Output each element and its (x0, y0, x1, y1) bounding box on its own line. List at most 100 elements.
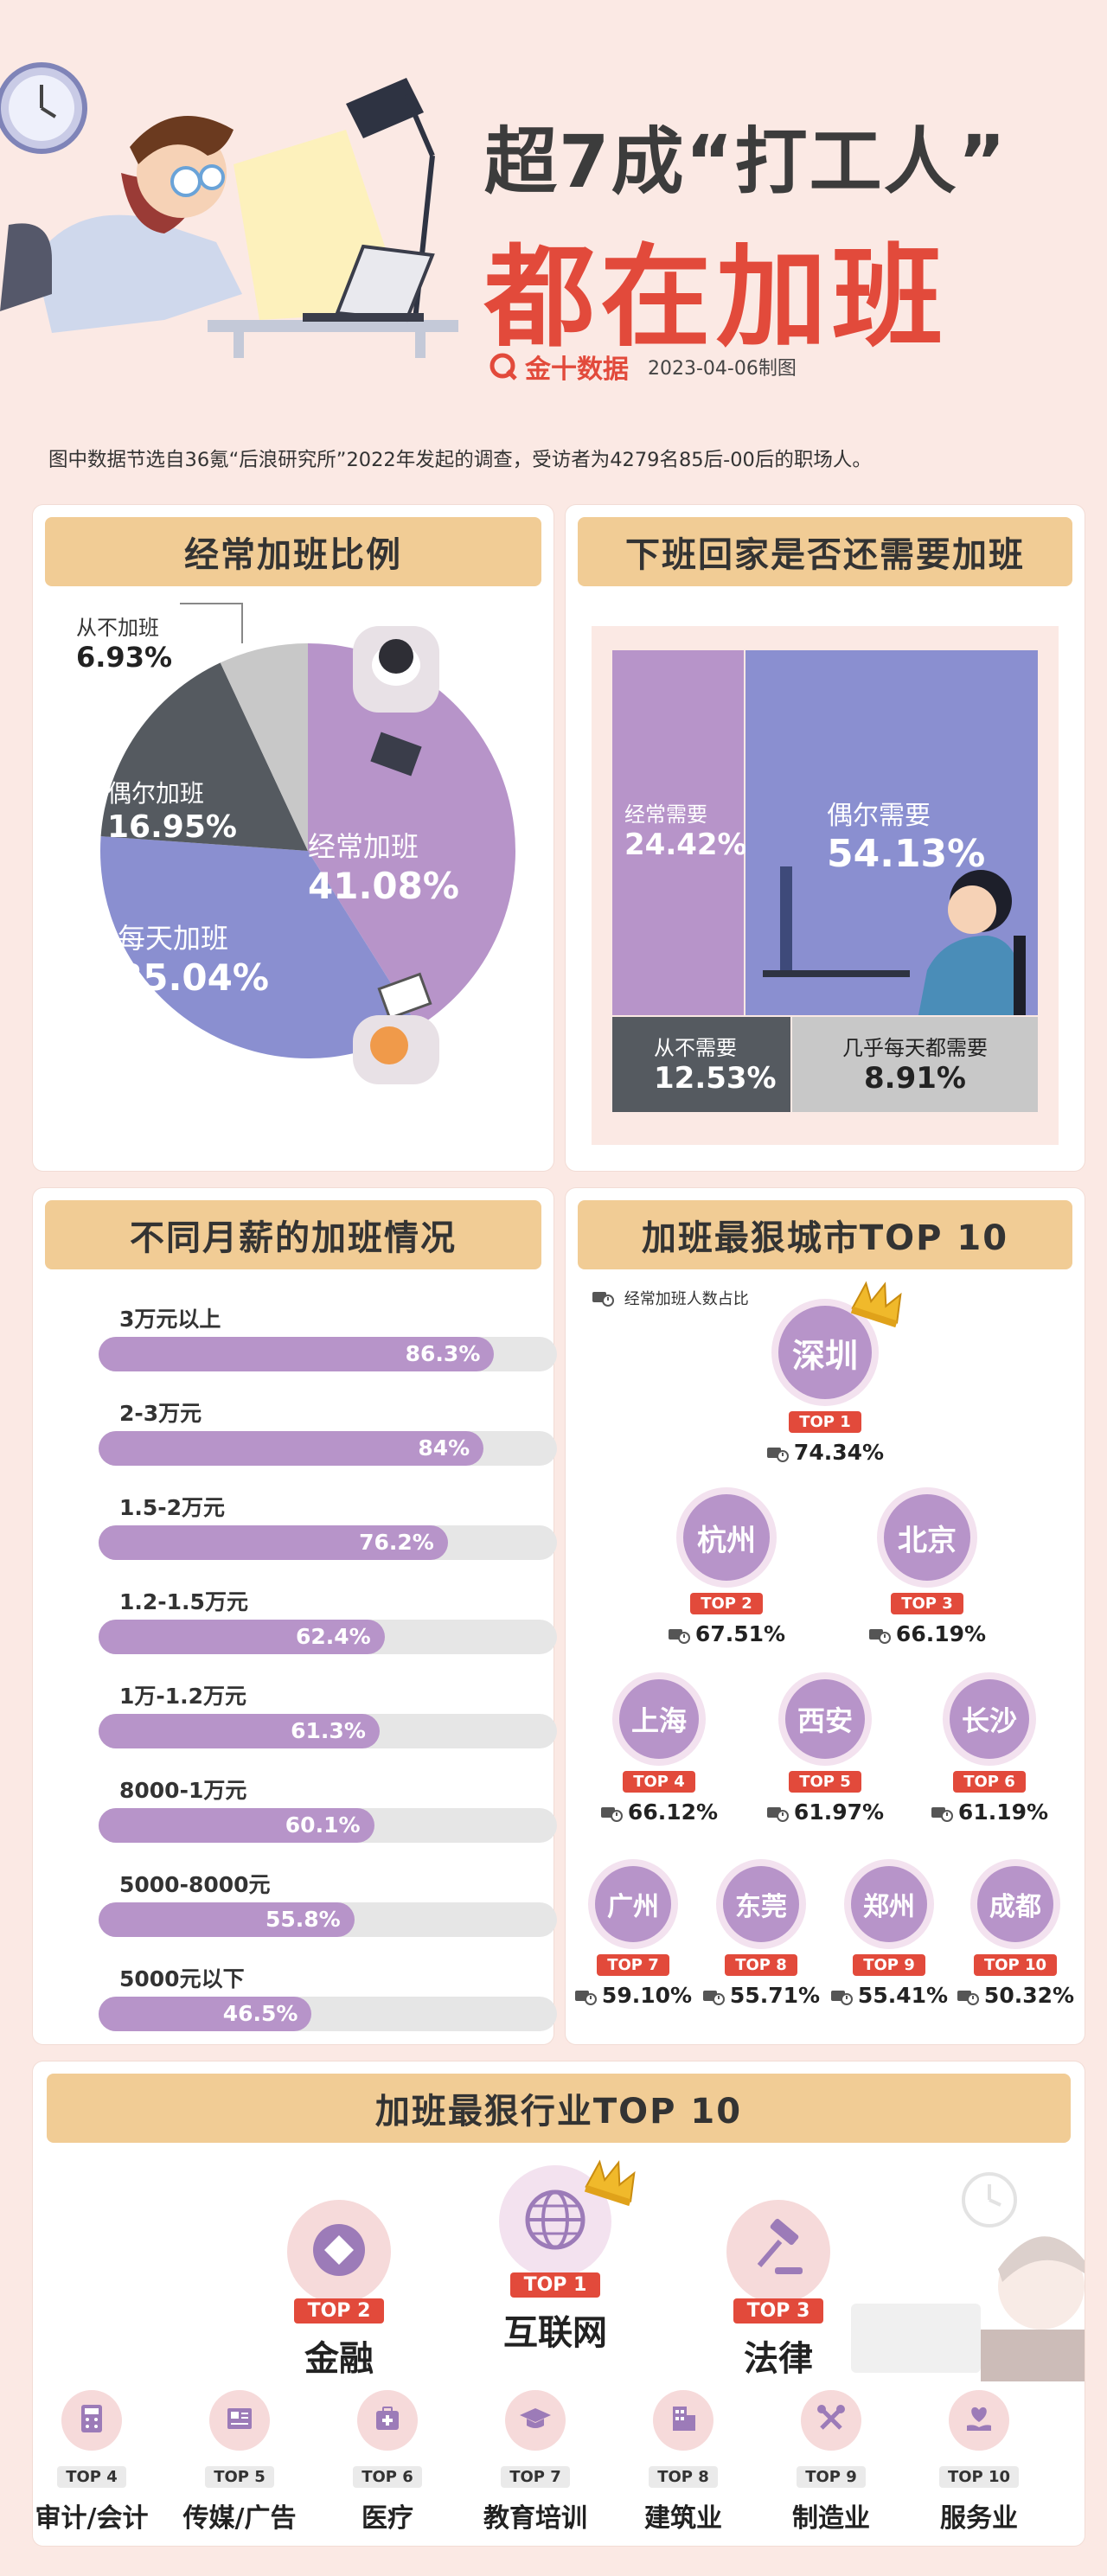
city-value: 50.32% (946, 1983, 1085, 2008)
salary-bar-fill: 84% (99, 1431, 484, 1466)
industry-name: 制造业 (792, 2503, 870, 2534)
industry-item: TOP 1 互联网 (469, 2165, 642, 2355)
salary-bar-row: 5000-8000元 55.8% (99, 1868, 557, 1954)
city-name-circle: 成都 (977, 1866, 1053, 1942)
industry-name: 互联网 (503, 2313, 607, 2353)
overtime-worker-illustration (0, 62, 458, 358)
brand: 金十数据 2023-04-06制图 (489, 348, 797, 386)
person-clock-icon (600, 1807, 623, 1822)
panel-title: 经常加班比例 (45, 517, 541, 586)
title-line2: 都在加班 (484, 233, 949, 362)
city-name-circle: 上海 (619, 1679, 699, 1759)
salary-bar-label: 1万-1.2万元 (119, 1684, 247, 1709)
salary-bar-fill: 86.3% (99, 1337, 495, 1371)
panel-title: 下班回家是否还需要加班 (578, 517, 1072, 586)
person-clock-icon (592, 1292, 614, 1307)
city-rank-badge: TOP 7 (597, 1954, 669, 1976)
panel-title: 加班最狠城市TOP 10 (578, 1200, 1072, 1269)
salary-bar-label: 1.2-1.5万元 (119, 1589, 248, 1614)
salary-bar-row: 1.2-1.5万元 62.4% (99, 1585, 557, 1672)
person-clock-icon (868, 1629, 891, 1644)
salary-bar-row: 8000-1万元 60.1% (99, 1774, 557, 1860)
industry-name: 医疗 (362, 2503, 413, 2534)
industry-rank-badge: TOP 5 (205, 2466, 274, 2488)
salary-bar-track: 62.4% (99, 1620, 557, 1654)
panel-top-industries: 加班最狠行业TOP 10 TOP 2 金融 TOP 1 互联网 TOP 3 法律 TOP … (33, 2061, 1085, 2546)
newspaper-icon (222, 2401, 257, 2439)
gavel-icon (744, 2215, 813, 2288)
salary-bar-track: 46.5% (99, 1997, 557, 2031)
desk-person-illustration (353, 626, 439, 1084)
panel-salary-overtime: 不同月薪的加班情况 3万元以上 86.3% 2-3万元 84% 1.5-2万元 76.2%… (33, 1188, 557, 2044)
industry-rank-badge: TOP 8 (649, 2466, 718, 2488)
industry-name: 教育培训 (483, 2503, 587, 2534)
industry-item: TOP 2 金融 (253, 2200, 426, 2381)
city-value: 66.19% (858, 1621, 996, 1646)
brand-name: 金十数据 (525, 355, 629, 385)
pie-chart (100, 603, 516, 1058)
city-item: 东莞 TOP 8 55.71% (692, 1866, 830, 2008)
panel-title: 加班最狠行业TOP 10 (47, 2074, 1071, 2143)
salary-bar-row: 3万元以上 86.3% (99, 1302, 557, 1389)
crown-icon (850, 1281, 902, 1328)
city-item: 深圳 TOP 1 74.34% (756, 1306, 894, 1465)
salary-bar-value: 62.4% (295, 1624, 371, 1649)
industry-item: TOP 3 法律 (692, 2200, 865, 2381)
industry-rank-badge: TOP 6 (353, 2466, 422, 2488)
industry-name: 传媒/广告 (182, 2503, 297, 2534)
salary-bar-track: 76.2% (99, 1525, 557, 1560)
city-item: 西安 TOP 5 61.97% (756, 1679, 894, 1825)
city-rank-badge: TOP 1 (789, 1411, 861, 1433)
industry-item: TOP 6 医疗 (323, 2390, 452, 2534)
person-clock-icon (668, 1629, 690, 1644)
globe-icon (521, 2185, 590, 2258)
person-clock-icon (766, 1807, 789, 1822)
city-value: 74.34% (756, 1440, 894, 1465)
salary-bar-row: 1.5-2万元 76.2% (99, 1491, 557, 1577)
industry-rank-badge: TOP 3 (733, 2298, 824, 2324)
remote-worker-illustration (763, 866, 1026, 1015)
diamond-icon (304, 2215, 374, 2288)
city-value: 67.51% (657, 1621, 796, 1646)
industry-item: TOP 9 制造业 (766, 2390, 896, 2534)
salary-bar-track: 61.3% (99, 1714, 557, 1748)
medical-kit-icon (370, 2401, 405, 2439)
salary-bar-track: 60.1% (99, 1808, 557, 1843)
city-item: 杭州 TOP 2 67.51% (657, 1494, 796, 1646)
pie-label-occasional: 偶尔加班 16.95% (107, 779, 237, 845)
industry-rank-badge: TOP 4 (57, 2466, 126, 2488)
salary-bar-row: 1万-1.2万元 61.3% (99, 1679, 557, 1766)
industry-name: 金融 (304, 2339, 374, 2379)
salary-bar-value: 84% (418, 1435, 470, 1461)
industry-item: TOP 4 审计/会计 (27, 2390, 157, 2534)
office-worker-illustration (851, 2172, 1085, 2381)
salary-bar-value: 55.8% (266, 1907, 341, 1932)
person-clock-icon (702, 1991, 725, 2005)
calculator-icon (74, 2401, 109, 2439)
title-line1: 超7成“打工人” (484, 119, 1008, 204)
city-item: 广州 TOP 7 59.10% (564, 1866, 702, 2008)
city-rank-badge: TOP 2 (690, 1593, 763, 1614)
city-rank-badge: TOP 9 (853, 1954, 925, 1976)
heart-hand-icon (962, 2401, 996, 2439)
city-name-circle: 东莞 (723, 1866, 799, 1942)
person-clock-icon (574, 1991, 597, 2005)
city-name-circle: 北京 (884, 1494, 970, 1581)
pie-label-daily: 每天加班 35.04% (118, 922, 269, 999)
city-rank-badge: TOP 5 (789, 1771, 861, 1793)
header: 超7成“打工人” 都在加班 金十数据 2023-04-06制图 (0, 0, 1107, 406)
salary-bar-track: 55.8% (99, 1902, 557, 1937)
tools-icon (814, 2401, 848, 2439)
person-clock-icon (931, 1807, 953, 1822)
pie-label-often: 经常加班 41.08% (308, 830, 459, 907)
salary-bar-value: 46.5% (222, 2001, 298, 2026)
salary-bar-value: 61.3% (291, 1718, 366, 1743)
salary-bar-row: 5000元以下 46.5% (99, 1962, 557, 2049)
city-name-circle: 杭州 (683, 1494, 770, 1581)
industry-name: 服务业 (940, 2503, 1018, 2534)
salary-bar-fill: 46.5% (99, 1997, 312, 2031)
city-item: 北京 TOP 3 66.19% (858, 1494, 996, 1646)
city-rank-badge: TOP 3 (891, 1593, 963, 1614)
city-value: 55.71% (692, 1983, 830, 2008)
panel-home-overtime: 下班回家是否还需要加班 经常需要 24.42% 偶尔需要 54.13% 从不需要… (566, 505, 1085, 1171)
